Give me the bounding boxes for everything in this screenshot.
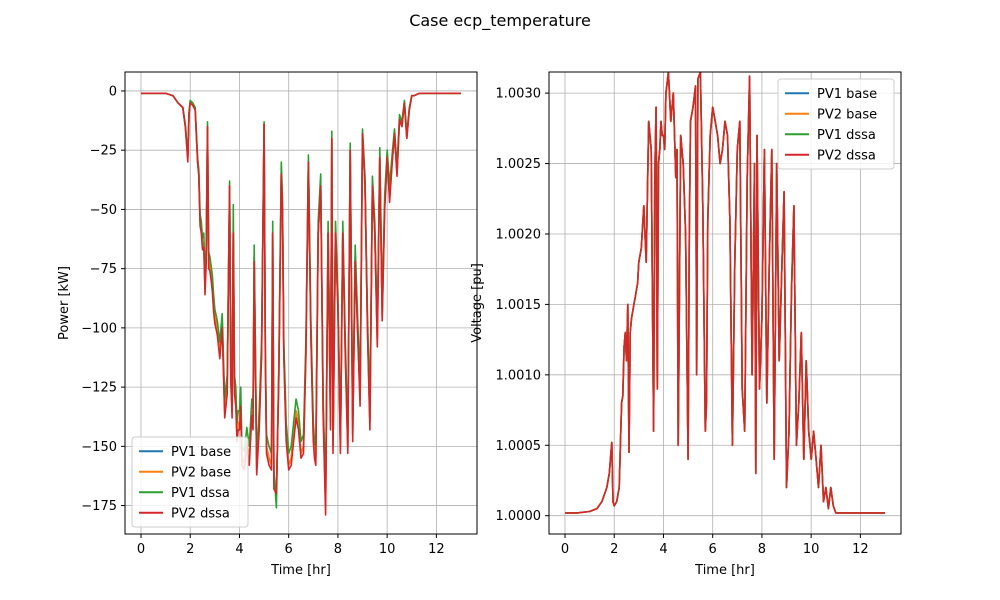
y-tick-label: −75 [90,262,117,277]
y-axis-label: Power [kW] [57,266,72,340]
x-tick-label: 6 [709,542,717,557]
y-tick-label: 0 [109,84,117,99]
axes-frame [548,71,902,535]
series-line-pv2-dssa [565,72,885,514]
y-tick-label: 1.0030 [496,87,542,102]
y-tick-label: −175 [81,499,117,514]
x-tick-label: 2 [610,542,618,557]
x-tick-label: 8 [334,542,342,557]
legend-entry: PV2 base [171,465,231,480]
y-tick-label: −100 [81,321,117,336]
y-tick-label: 1.0020 [496,227,542,242]
figure-title: Case ecp_temperature [409,11,591,31]
x-tick-label: 0 [561,542,569,557]
legend: PV1 base PV2 base PV1 dssa PV2 dssa [131,436,249,528]
x-tick-label: 0 [137,542,145,557]
voltage-panel: 0 2 4 6 8 10 12 1.0000 1.0005 1.0010 1.0015 1.0020 1… [470,71,902,578]
x-tick-label: 6 [285,542,293,557]
legend-entry: PV1 base [171,445,231,460]
legend-entry: PV2 dssa [817,148,876,163]
x-axis-label: Time [hr] [270,563,331,578]
y-tick-label: −25 [90,144,117,159]
axes-frame [124,71,478,535]
x-axis-label: Time [hr] [694,563,755,578]
y-tick-label: −150 [81,440,117,455]
power-panel: 0 2 4 6 8 10 12 0 −25 −50 −75 −100 −125 −150 −175 Time … [57,71,478,578]
x-tick-label: 4 [235,542,243,557]
x-tick-label: 2 [186,542,194,557]
x-tick-label: 8 [758,542,766,557]
legend-entry: PV2 dssa [171,506,230,521]
y-tick-label: −50 [90,203,117,218]
x-tick-label: 12 [428,542,445,557]
y-tick-label: 1.0010 [496,368,542,383]
legend-entry: PV1 base [817,87,877,102]
y-tick-label: 1.0025 [496,157,542,172]
x-tick-label: 4 [659,542,667,557]
legend-box [131,436,249,528]
y-tick-label: −125 [81,381,117,396]
legend-entry: PV1 dssa [817,128,876,143]
legend-entry: PV2 base [817,107,877,122]
x-tick-label: 10 [379,542,396,557]
series-line-pv2-dssa [141,92,461,516]
legend-box [777,78,895,170]
y-tick-label: 1.0005 [496,439,542,454]
y-tick-label: 1.0015 [496,298,542,313]
x-tick-label: 10 [803,542,820,557]
y-axis-label: Voltage [pu] [470,263,485,343]
x-tick-label: 12 [852,542,869,557]
legend: PV1 base PV2 base PV1 dssa PV2 dssa [777,78,895,170]
legend-entry: PV1 dssa [171,486,230,501]
y-tick-label: 1.0000 [496,509,542,524]
